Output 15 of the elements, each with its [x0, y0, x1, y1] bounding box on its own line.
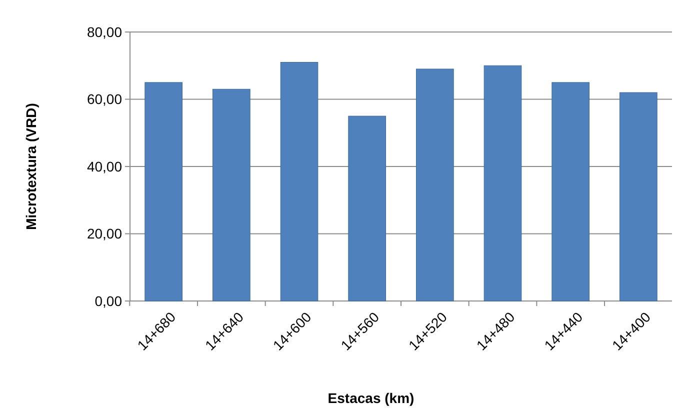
- y-tick-label: 0,00: [94, 292, 122, 309]
- bar: [280, 62, 318, 302]
- y-tick-label: 80,00: [86, 24, 122, 40]
- bar: [484, 65, 522, 302]
- y-tick-label: 40,00: [86, 158, 122, 174]
- bar: [212, 88, 250, 302]
- x-axis-title: Estacas (km): [328, 390, 414, 406]
- bar: [348, 116, 386, 302]
- bar: [144, 82, 182, 302]
- bar: [416, 68, 454, 302]
- bar: [620, 92, 658, 302]
- y-tick-label: 60,00: [86, 91, 122, 108]
- y-axis-title: Microtextura (VRD): [23, 103, 39, 230]
- y-tick-label: 20,00: [86, 226, 122, 242]
- bar: [552, 82, 590, 302]
